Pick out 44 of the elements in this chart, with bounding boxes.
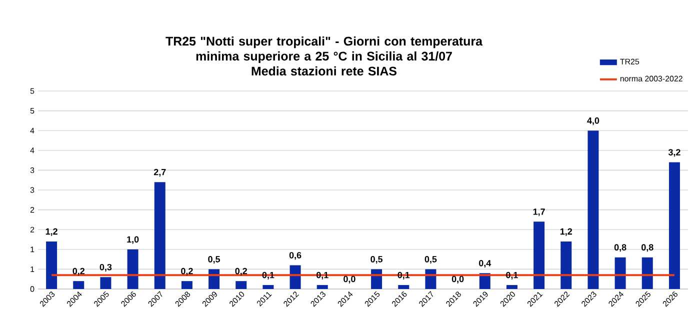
bar	[506, 285, 518, 289]
bar	[262, 285, 274, 289]
bar	[100, 277, 112, 289]
text: 0,1	[316, 272, 328, 280]
text: 0,2	[235, 268, 247, 276]
text: 1,2	[46, 228, 58, 236]
bar	[642, 257, 653, 289]
text: 0,5	[208, 256, 220, 264]
bar	[560, 241, 572, 289]
text: 0,4	[479, 260, 492, 268]
bar	[316, 285, 328, 289]
text: 0,1	[262, 272, 274, 280]
text: 1,7	[533, 208, 545, 216]
text: 0,2	[72, 268, 84, 276]
text: 0,8	[614, 244, 626, 252]
text: 4,0	[587, 117, 600, 126]
text: 0,3	[100, 264, 112, 272]
bar	[534, 222, 545, 289]
bar	[154, 182, 166, 289]
bar	[614, 257, 626, 289]
text: 3,2	[668, 149, 680, 157]
bar	[668, 162, 680, 289]
text: 0,5	[370, 256, 383, 264]
chart-title: TR25 "Notti super tropicali" - Giorni con temperatura minima superiore a 25 °C in Sicilia al 31/07	[166, 36, 483, 64]
bar	[127, 249, 138, 289]
text: 0,6	[289, 252, 302, 260]
text: 0,8	[642, 244, 654, 252]
bar	[236, 281, 247, 289]
chart-subtitle: Media stazioni rete SIAS	[252, 66, 396, 76]
text: 0,2	[181, 268, 193, 276]
bar	[181, 281, 192, 289]
text: 0,1	[398, 272, 410, 280]
bar	[73, 281, 84, 289]
bar	[398, 285, 410, 289]
text: 0,0	[344, 276, 356, 284]
text: 0,1	[506, 272, 518, 280]
bar	[588, 130, 599, 289]
text: 1,0	[127, 236, 139, 244]
bar	[290, 265, 301, 289]
text: 1,2	[560, 228, 572, 236]
text: 0,0	[452, 276, 464, 284]
bar	[46, 241, 58, 289]
text: 2,7	[154, 168, 166, 177]
text: 0,5	[424, 256, 437, 264]
